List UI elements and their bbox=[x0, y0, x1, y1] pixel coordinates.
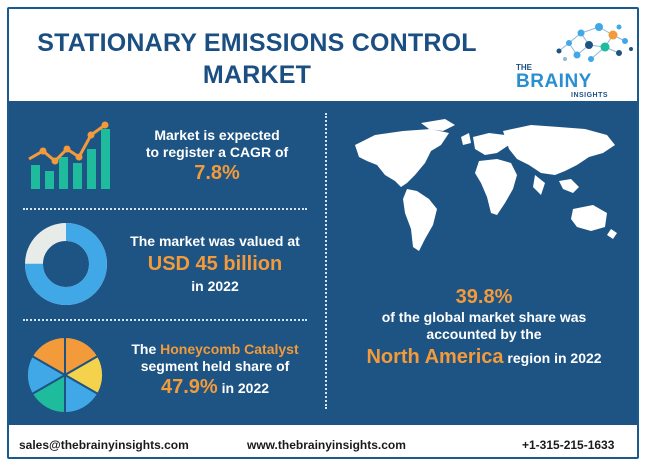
title-line-1: STATIONARY EMISSIONS CONTROL bbox=[37, 29, 477, 57]
cagr-value: 7.8% bbox=[194, 162, 240, 184]
segment-suffix: in 2022 bbox=[221, 380, 270, 396]
donut-chart-icon bbox=[25, 223, 107, 305]
region-line-3: North America region in 2022 bbox=[339, 345, 629, 369]
cagr-line-1: Market is expected bbox=[154, 127, 280, 143]
region-line-2: accounted by the bbox=[426, 326, 542, 342]
region-text: 39.8% of the global market share was acc… bbox=[339, 285, 629, 369]
valuation-value: USD 45 billion bbox=[147, 253, 283, 275]
divider-2 bbox=[23, 319, 307, 321]
footer-website[interactable]: www.thebrainyinsights.com bbox=[247, 438, 406, 452]
region-line-1: of the global market share was bbox=[381, 309, 587, 325]
segment-line-2: segment held share of bbox=[140, 358, 290, 374]
cagr-text: Market is expected to register a CAGR of… bbox=[127, 127, 307, 185]
valuation-text: The market was valued at USD 45 billion … bbox=[121, 233, 309, 295]
logo-insights: INSIGHTS bbox=[571, 92, 609, 99]
footer-email[interactable]: sales@thebrainyinsights.com bbox=[19, 438, 189, 452]
logo-brainy: BRAINY bbox=[516, 71, 592, 92]
growth-chart-icon bbox=[28, 121, 110, 189]
page-border bbox=[7, 7, 639, 459]
valuation-year: in 2022 bbox=[191, 278, 239, 294]
footer-phone[interactable]: +1-315-215-1633 bbox=[522, 438, 615, 452]
header: STATIONARY EMISSIONS CONTROL MARKET bbox=[9, 9, 637, 101]
cagr-line-2: to register a CAGR of bbox=[145, 144, 289, 160]
segment-name: Honeycomb Catalyst bbox=[160, 341, 299, 357]
segment-text: The Honeycomb Catalyst segment held shar… bbox=[117, 341, 313, 399]
divider-1 bbox=[23, 208, 307, 210]
valuation-line-1: The market was valued at bbox=[130, 233, 300, 249]
footer: sales@thebrainyinsights.com www.thebrain… bbox=[9, 425, 637, 457]
page-title: STATIONARY EMISSIONS CONTROL MARKET bbox=[27, 27, 487, 91]
vertical-divider bbox=[325, 113, 327, 409]
stats-panel: Market is expected to register a CAGR of… bbox=[9, 101, 637, 425]
region-value: 39.8% bbox=[455, 286, 513, 308]
title-line-2: MARKET bbox=[202, 61, 312, 89]
network-dots-icon bbox=[556, 23, 633, 62]
brainy-insights-logo: THE BRAINY INSIGHTS bbox=[499, 19, 639, 103]
pie-chart-icon bbox=[25, 335, 105, 415]
logo-the: THE bbox=[516, 63, 532, 72]
segment-prefix: The bbox=[131, 341, 157, 357]
world-map-icon bbox=[355, 119, 617, 251]
segment-value: 47.9% bbox=[160, 376, 218, 398]
region-suffix: region in 2022 bbox=[507, 350, 602, 366]
segment-line-3: 47.9% in 2022 bbox=[117, 375, 313, 399]
region-name: North America bbox=[366, 346, 504, 368]
segment-line-1: The Honeycomb Catalyst bbox=[117, 341, 313, 358]
